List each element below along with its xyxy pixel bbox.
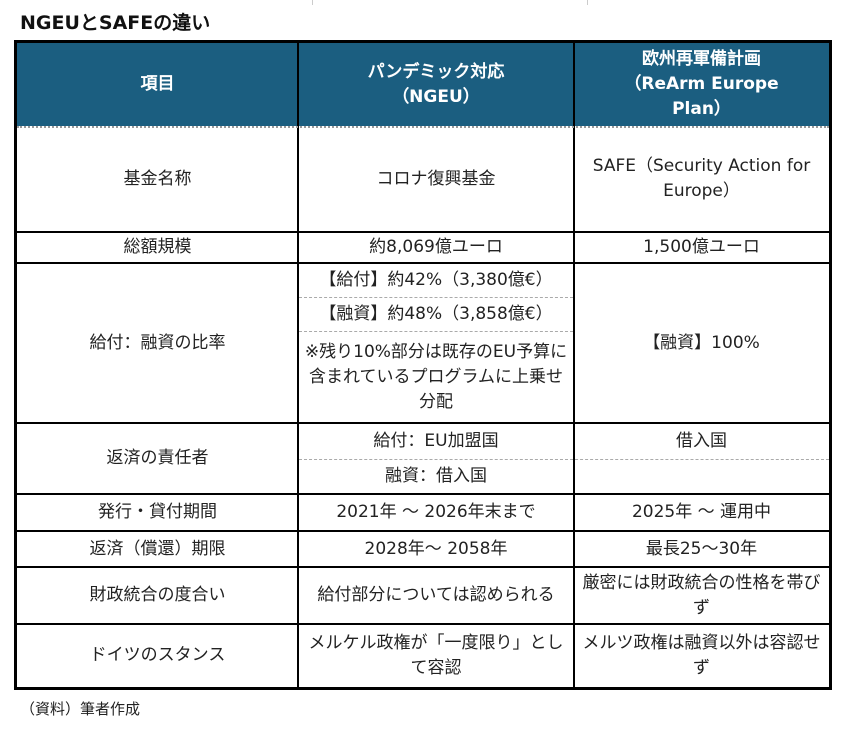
row-label-repay-resp: 返済の責任者	[106, 448, 209, 468]
cell-safe-fiscal: 厳密には財政統合の性格を帯びず	[582, 572, 821, 618]
cell-safe-deadline: 最長25～30年	[645, 538, 758, 559]
gridline	[312, 0, 313, 5]
row-label-fund-name: 基金名称	[123, 168, 192, 189]
row-label-period: 発行・貸付期間	[98, 502, 217, 522]
cell-ngeu-loan-resp: 融資：借入国	[385, 466, 487, 486]
header-ngeu: パンデミック対応 （NGEU）	[298, 43, 574, 126]
row-divider	[17, 493, 829, 495]
cell-ngeu-fiscal: 給付部分については認められる	[317, 585, 555, 605]
cell-ngeu-germany: メルケル政権が「一度限り」として容認	[308, 632, 564, 678]
cell-safe-ratio: 【融資】100%	[643, 332, 760, 353]
comparison-table: 項目 パンデミック対応 （NGEU） 欧州再軍備計画 （ReArm Europe…	[14, 40, 832, 690]
cell-safe-period: 2025年 ～ 運用中	[631, 502, 772, 522]
sub-divider	[299, 331, 573, 332]
header-safe: 欧州再軍備計画 （ReArm Europe Plan）	[574, 43, 829, 126]
column-divider	[573, 43, 575, 687]
row-label-ratio: 給付：融資の比率	[89, 332, 226, 353]
header-divider	[17, 126, 829, 128]
row-divider	[17, 422, 829, 424]
row-divider	[17, 530, 829, 532]
page-title: NGEUとSAFEの違い	[20, 12, 211, 34]
row-divider	[17, 566, 829, 568]
cell-ngeu-period: 2021年 ～ 2026年末まで	[336, 502, 536, 522]
row-label-total: 総額規模	[123, 237, 192, 257]
row-label-germany: ドイツのスタンス	[89, 645, 226, 665]
cell-ngeu-note: ※残り10%部分は既存のEU予算に含まれているプログラムに上乗せ分配	[304, 341, 568, 412]
cell-ngeu-loan-ratio: 【融資】約48%（3,858億€）	[319, 303, 553, 324]
row-divider	[17, 231, 829, 233]
cell-safe-resp: 借入国	[676, 430, 727, 451]
source-note: （資料）筆者作成	[20, 700, 141, 718]
sub-divider	[299, 459, 829, 460]
cell-ngeu-grant-ratio: 【給付】約42%（3,380億€）	[319, 269, 553, 290]
row-label-deadline: 返済（償還）期限	[89, 538, 226, 559]
sub-divider	[299, 297, 573, 298]
row-label-fiscal: 財政統合の度合い	[89, 585, 226, 605]
column-divider	[297, 43, 299, 687]
gridline	[587, 0, 588, 5]
cell-safe-fund-name: SAFE（Security Action for Europe）	[592, 156, 811, 201]
row-divider	[17, 262, 829, 264]
cell-ngeu-deadline: 2028年～ 2058年	[364, 538, 508, 559]
cell-ngeu-total: 約8,069億ユーロ	[369, 237, 503, 257]
row-divider	[17, 623, 829, 625]
cell-safe-total: 1,500億ユーロ	[643, 237, 760, 257]
header-item: 項目	[17, 43, 298, 126]
cell-ngeu-fund-name: コロナ復興基金	[376, 168, 496, 189]
cell-ngeu-grant-resp: 給付：EU加盟国	[373, 430, 499, 451]
cell-safe-germany: メルツ政権は融資以外は容認せず	[582, 632, 821, 678]
